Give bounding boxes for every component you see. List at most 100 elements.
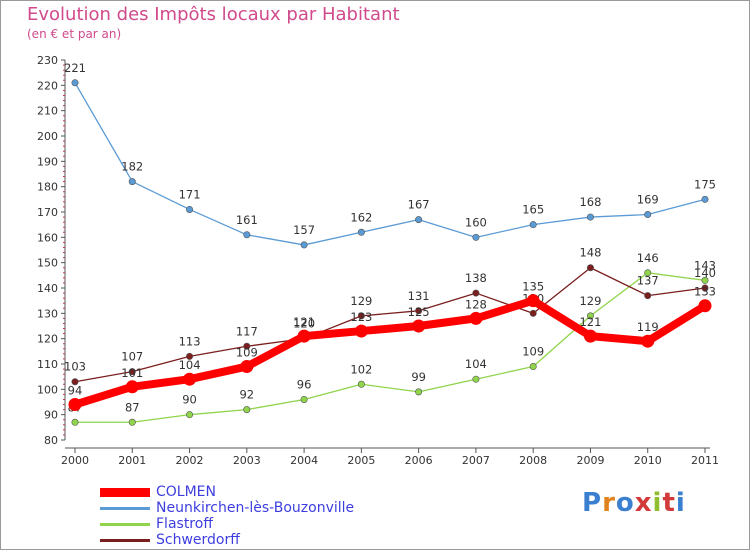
data-point <box>529 309 537 317</box>
data-label: 182 <box>121 160 143 174</box>
data-point <box>469 311 483 325</box>
series-line-0 <box>71 296 709 409</box>
data-label: 104 <box>179 358 201 372</box>
data-label: 123 <box>350 310 372 324</box>
data-point <box>701 276 709 284</box>
data-point <box>357 380 365 388</box>
data-point <box>68 398 82 412</box>
data-label: 113 <box>179 334 201 348</box>
data-label: 161 <box>236 213 258 227</box>
x-tick-label: 2007 <box>462 454 490 467</box>
data-point <box>472 233 480 241</box>
data-point <box>586 264 594 272</box>
data-label: 94 <box>68 384 83 398</box>
legend-item: Neunkirchen-lès-Bouzonville <box>100 500 420 516</box>
data-point <box>297 329 311 343</box>
data-label: 120 <box>293 317 315 331</box>
data-label: 140 <box>694 266 716 280</box>
y-tick-label: 80 <box>44 434 58 447</box>
y-tick-label: 110 <box>37 358 58 371</box>
x-tick-label: 2010 <box>634 454 662 467</box>
data-point <box>243 342 251 350</box>
x-tick-label: 2000 <box>61 454 89 467</box>
data-point <box>529 363 537 371</box>
data-point <box>586 312 594 320</box>
y-tick-label: 160 <box>37 231 58 244</box>
data-label: 138 <box>465 271 487 285</box>
y-tick-label: 190 <box>37 155 58 168</box>
data-label: 128 <box>465 297 487 311</box>
logo-letter: r <box>602 488 616 518</box>
data-label: 96 <box>297 377 312 391</box>
data-point <box>641 334 655 348</box>
chart-title: Evolution des Impôts locaux par Habitant <box>27 4 400 25</box>
legend-swatch <box>100 538 150 542</box>
x-tick-label: 2001 <box>118 454 146 467</box>
data-point <box>186 411 194 419</box>
data-label: 143 <box>694 258 716 272</box>
logo-letter: P <box>582 488 603 518</box>
data-point <box>125 380 139 394</box>
data-point <box>415 388 423 396</box>
y-tick-label: 200 <box>37 130 58 143</box>
data-point <box>472 289 480 297</box>
data-point <box>526 294 540 308</box>
data-label: 107 <box>121 350 143 364</box>
x-tick-label: 2009 <box>576 454 604 467</box>
y-tick-label: 210 <box>37 105 58 118</box>
data-point <box>357 312 365 320</box>
x-tick-label: 2003 <box>233 454 261 467</box>
data-point <box>240 360 254 374</box>
data-point <box>415 307 423 315</box>
x-tick-label: 2004 <box>290 454 318 467</box>
legend-label: Flastroff <box>156 516 213 532</box>
data-label: 160 <box>465 215 487 229</box>
y-tick-label: 130 <box>37 307 58 320</box>
series-line-1 <box>74 82 706 246</box>
x-tick-label: 2008 <box>519 454 547 467</box>
data-label: 221 <box>64 61 86 75</box>
data-label: 162 <box>350 210 372 224</box>
data-label: 129 <box>579 294 601 308</box>
legend-item: COLMEN <box>100 484 420 500</box>
y-tick-label: 90 <box>44 409 58 422</box>
data-label: 169 <box>637 193 659 207</box>
data-point <box>71 378 79 386</box>
x-tick-label: 2011 <box>691 454 719 467</box>
logo-letter: o <box>615 488 635 518</box>
proxiti-logo: Proxiti <box>582 488 686 518</box>
data-point <box>71 79 79 87</box>
data-label: 104 <box>465 357 487 371</box>
y-tick-label: 100 <box>37 383 58 396</box>
data-point <box>128 178 136 186</box>
logo-letter: x <box>634 488 653 518</box>
data-point <box>186 205 194 213</box>
data-point <box>586 213 594 221</box>
data-label: 135 <box>522 280 544 294</box>
data-label: 148 <box>579 246 601 260</box>
legend-label: Neunkirchen-lès-Bouzonville <box>156 500 355 516</box>
data-point <box>701 284 709 292</box>
data-point <box>412 319 426 333</box>
data-label: 167 <box>408 198 430 212</box>
data-point <box>701 195 709 203</box>
legend-label: Schwerdorff <box>156 532 240 548</box>
legend-swatch <box>100 487 150 497</box>
data-point <box>644 292 652 300</box>
logo-letter: i <box>652 488 663 518</box>
data-point <box>128 368 136 376</box>
data-point <box>357 228 365 236</box>
data-point <box>71 418 79 426</box>
y-tick-label: 170 <box>37 206 58 219</box>
data-point <box>186 352 194 360</box>
data-point <box>243 406 251 414</box>
data-label: 171 <box>179 187 201 201</box>
legend-label: COLMEN <box>156 484 216 500</box>
data-point <box>300 395 308 403</box>
data-point <box>415 216 423 224</box>
data-point <box>128 418 136 426</box>
data-label: 175 <box>694 177 716 191</box>
data-point <box>644 211 652 219</box>
data-label: 146 <box>637 251 659 265</box>
